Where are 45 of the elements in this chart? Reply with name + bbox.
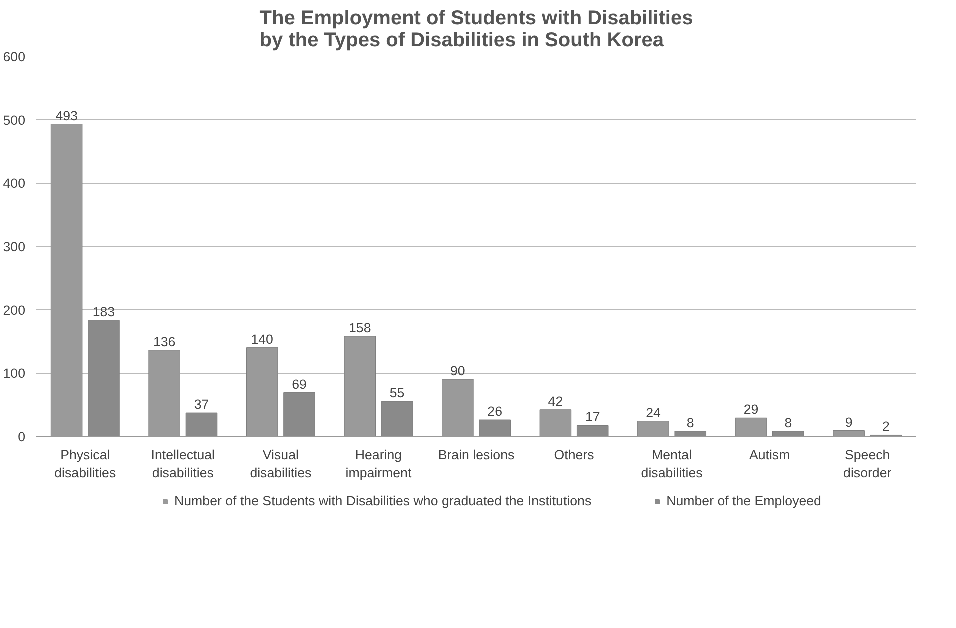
y-tick-label: 300	[3, 240, 26, 254]
x-tick-label: Autism	[749, 448, 790, 462]
bar	[381, 401, 414, 436]
data-label: 69	[292, 376, 307, 392]
x-tick-label: Others	[554, 448, 595, 462]
data-label: 24	[646, 405, 662, 420]
data-label: 8	[686, 415, 694, 430]
data-label: 26	[488, 404, 502, 420]
bar	[186, 412, 218, 436]
legend-label: Number of the Students with Disabilities who graduated the Institutions	[174, 494, 592, 508]
chart-title: The Employment of Students with Disabilities by the Types of Disabilities in South Korea	[260, 8, 694, 52]
data-label: 158	[349, 320, 372, 336]
data-label: 2	[882, 419, 890, 434]
data-label: 183	[92, 304, 116, 320]
bar	[88, 320, 120, 436]
data-label: 493	[56, 108, 78, 124]
data-label: 37	[194, 397, 210, 412]
x-tick-label: Physical disabilities	[54, 448, 116, 480]
bar	[284, 392, 316, 436]
data-label: 136	[153, 334, 176, 350]
data-label: 140	[251, 332, 274, 347]
bar	[772, 431, 804, 436]
data-label: 90	[450, 364, 466, 378]
x-tick-label: Hearing impairment	[346, 448, 412, 480]
data-label: 8	[784, 415, 792, 430]
y-tick-label: 100	[3, 366, 26, 382]
legend-label: Number of the Employeed	[666, 494, 822, 508]
y-tick-label: 500	[3, 112, 26, 128]
bar	[479, 420, 511, 436]
data-label: 9	[845, 414, 853, 430]
bar	[576, 425, 609, 436]
bar	[674, 431, 707, 436]
data-label: 17	[585, 410, 600, 425]
data-label: 29	[744, 402, 759, 418]
y-tick-label: 600	[3, 50, 26, 64]
x-tick-label: Intellectual disabilities	[151, 448, 216, 480]
x-tick-label: Brain lesions	[438, 448, 515, 462]
y-tick-label: 400	[3, 176, 26, 192]
x-tick-label: Mental disabilities	[641, 448, 704, 480]
data-label: 55	[390, 386, 405, 401]
data-label: 42	[548, 394, 564, 409]
x-tick-label: Speech disorder	[844, 448, 892, 480]
y-tick-label: 200	[3, 302, 26, 318]
y-tick-label: 0	[18, 430, 26, 444]
x-tick-label: Visual disabilities	[250, 448, 312, 480]
